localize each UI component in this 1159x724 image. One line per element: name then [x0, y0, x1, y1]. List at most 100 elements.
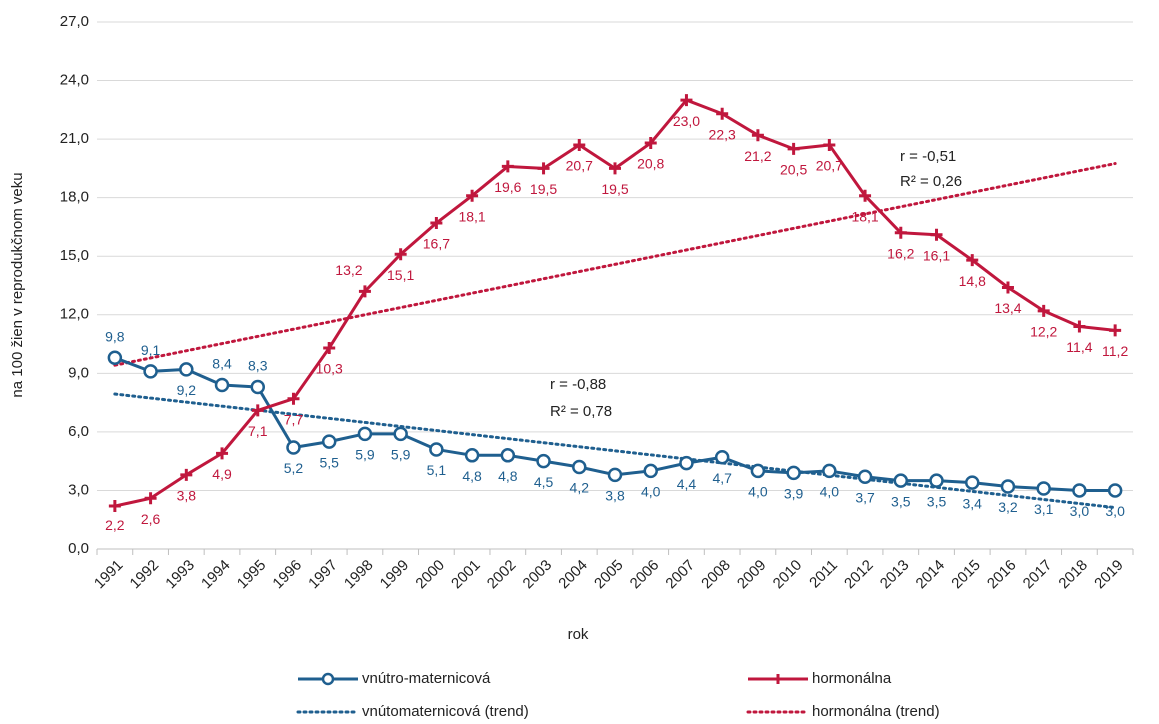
marker: [750, 463, 766, 479]
marker: [787, 142, 800, 155]
data-label: 7,7: [284, 411, 304, 427]
x-tick-label: 2005: [591, 557, 627, 593]
data-label: 2,2: [105, 517, 125, 533]
series-line: [114, 98, 1116, 508]
marker: [679, 455, 694, 471]
marker: [143, 364, 158, 379]
x-tick-label: 2001: [448, 557, 484, 593]
data-label: 4,8: [498, 468, 518, 484]
marker: [500, 448, 516, 463]
data-label: 3,0: [1105, 503, 1125, 519]
trend-annotation: R² = 0,78: [550, 403, 612, 420]
data-label: 18,1: [851, 208, 878, 224]
data-label: 3,4: [963, 495, 983, 511]
x-tick-label: 2008: [698, 557, 734, 593]
marker: [573, 138, 586, 151]
marker: [464, 448, 480, 463]
y-tick-label: 9,0: [68, 364, 89, 381]
data-label: 2,6: [141, 511, 161, 527]
marker: [857, 469, 873, 485]
y-tick-label: 21,0: [60, 130, 89, 147]
marker: [321, 434, 337, 449]
data-label: 5,2: [284, 460, 304, 476]
y-tick-label: 6,0: [68, 423, 89, 440]
marker: [966, 254, 979, 267]
marker: [1073, 320, 1086, 333]
data-label: 4,5: [534, 474, 554, 490]
legend-label: hormonálna: [812, 670, 892, 687]
data-label: 4,7: [712, 470, 732, 486]
marker: [394, 248, 407, 261]
x-tick-label: 2006: [627, 557, 663, 593]
y-tick-label: 27,0: [60, 13, 89, 30]
x-tick-label: 2014: [913, 557, 949, 593]
legend-label: vnútro-maternicová: [362, 670, 491, 687]
marker: [929, 473, 944, 488]
marker: [1072, 483, 1087, 498]
marker: [430, 217, 443, 230]
data-label: 3,0: [1070, 503, 1090, 519]
marker: [964, 475, 980, 490]
x-tick-label: 2011: [806, 557, 841, 592]
marker: [323, 341, 336, 354]
marker: [1109, 324, 1122, 337]
data-label: 16,1: [923, 247, 950, 263]
data-label: 13,2: [335, 262, 362, 278]
data-label: 18,1: [458, 208, 485, 224]
data-label: 16,7: [423, 236, 450, 252]
trend-annotation: R² = 0,26: [900, 173, 962, 190]
marker: [751, 129, 764, 142]
x-tick-label: 1998: [341, 557, 377, 593]
marker: [108, 500, 121, 513]
marker: [179, 362, 194, 377]
data-label: 3,2: [998, 499, 1018, 515]
x-tick-label: 1997: [305, 557, 341, 593]
data-label: 4,4: [677, 476, 697, 492]
data-label: 9,1: [141, 342, 161, 358]
x-tick-label: 2017: [1020, 557, 1056, 593]
data-label: 22,3: [709, 126, 736, 142]
data-label: 9,8: [105, 328, 125, 344]
x-tick-label: 2010: [770, 557, 806, 593]
marker: [1107, 483, 1123, 498]
data-label: 4,8: [462, 468, 482, 484]
marker: [214, 377, 230, 393]
data-label: 20,7: [566, 158, 593, 174]
marker: [537, 162, 550, 175]
marker: [216, 447, 229, 460]
marker: [1001, 281, 1014, 294]
legend-marker: [321, 672, 335, 686]
x-tick-label: 1993: [162, 557, 198, 593]
x-tick-label: 2018: [1055, 557, 1091, 593]
y-tick-label: 24,0: [60, 72, 89, 89]
marker: [894, 226, 907, 239]
x-tick-label: 2009: [734, 557, 770, 593]
data-label: 14,8: [959, 273, 986, 289]
data-label: 10,3: [316, 361, 343, 377]
y-axis-title: na 100 žien v reprodukčnom veku: [9, 172, 26, 397]
x-tick-label: 2019: [1091, 557, 1127, 593]
x-tick-label: 1996: [269, 557, 305, 593]
marker: [716, 107, 729, 120]
x-tick-label: 1999: [377, 557, 413, 593]
y-tick-label: 0,0: [68, 540, 89, 557]
marker: [786, 465, 801, 481]
x-tick-label: 2000: [412, 557, 448, 593]
x-tick-label: 2004: [555, 557, 591, 593]
marker: [572, 459, 587, 475]
data-label: 20,5: [780, 162, 807, 178]
marker: [144, 492, 157, 505]
data-label: 5,5: [319, 454, 339, 470]
data-label: 8,3: [248, 358, 268, 374]
x-axis-title: rok: [568, 626, 589, 643]
x-tick-label: 1995: [234, 557, 270, 593]
marker: [1037, 304, 1050, 317]
data-label: 9,2: [177, 382, 197, 398]
legend-label: vnútomaternicová (trend): [362, 703, 529, 720]
marker: [643, 463, 658, 479]
data-label: 3,7: [855, 489, 875, 505]
data-label: 7,1: [248, 423, 268, 439]
y-tick-label: 18,0: [60, 189, 89, 206]
data-label: 5,9: [355, 447, 375, 463]
